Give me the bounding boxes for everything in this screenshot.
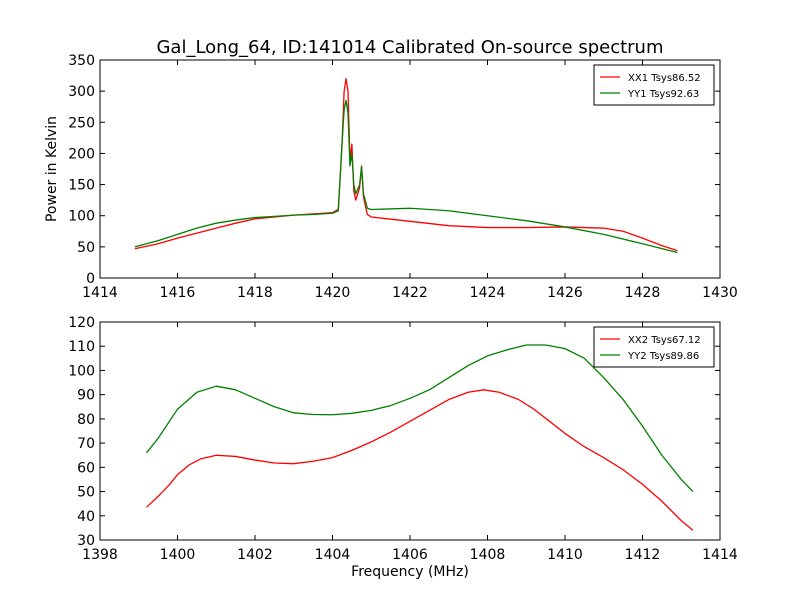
series-line-1: [146, 389, 694, 531]
y-tick-label: 120: [68, 315, 95, 331]
top-plot: 1414 1416 1418 1420 1422 1424 1426 1428 1430 0 50 1…: [68, 53, 738, 301]
bottom-plot: 1398 1400 1402 1404 1406 1408 1410 1412 1414 30 40…: [68, 315, 738, 563]
y-tick-label: 60: [77, 460, 95, 476]
y-tick-label: 110: [68, 339, 95, 355]
y-tick-label: 30: [77, 533, 95, 549]
y-tick-label: 50: [77, 240, 95, 256]
y-tick-label: 90: [77, 388, 95, 404]
y-tick-label: 300: [68, 84, 95, 100]
legend-box: [593, 326, 715, 368]
series-line-2: [134, 99, 678, 254]
chart-title: Gal_Long_64, ID:141014 Calibrated On-sou…: [156, 37, 663, 58]
x-tick-label: 1426: [547, 285, 583, 301]
x-tick-label: 1428: [625, 285, 661, 301]
x-tick-label: 1430: [702, 285, 738, 301]
y-tick-label: 350: [68, 53, 95, 69]
legend-box: [593, 64, 715, 106]
y-tick-label: 40: [77, 509, 95, 525]
x-tick-label: 1402: [237, 547, 273, 563]
y-tick-label: 0: [86, 271, 95, 287]
legend-label-1: XX1 Tsys86.52: [628, 73, 701, 84]
x-tick-label: 1400: [160, 547, 196, 563]
x-tick-label: 1424: [470, 285, 506, 301]
legend-label-2: YY2 Tsys89.86: [627, 351, 699, 362]
x-tick-label: 1410: [547, 547, 583, 563]
x-tick-label: 1398: [82, 547, 118, 563]
y-tick-label: 100: [68, 209, 95, 225]
x-tick-label: 1414: [82, 285, 118, 301]
series-line-2: [145, 344, 694, 493]
y-tick-label: 150: [68, 178, 95, 194]
legend-label-2: YY1 Tsys92.63: [627, 89, 699, 100]
legend-label-1: XX2 Tsys67.12: [628, 335, 701, 346]
x-tick-label: 1418: [237, 285, 273, 301]
x-tick-label: 1420: [315, 285, 351, 301]
x-axis-label: Frequency (MHz): [351, 564, 469, 580]
x-tick-label: 1412: [625, 547, 661, 563]
x-tick-label: 1406: [392, 547, 428, 563]
x-tick-label: 1404: [315, 547, 351, 563]
y-tick-label: 250: [68, 115, 95, 131]
y-tick-label: 50: [77, 485, 95, 501]
x-tick-label: 1422: [392, 285, 428, 301]
legend: XX1 Tsys86.52 YY1 Tsys92.63: [593, 64, 715, 106]
series-line-1: [134, 78, 678, 252]
x-tick-label: 1416: [160, 285, 196, 301]
y-axis-label: Power in Kelvin: [44, 116, 60, 222]
legend: XX2 Tsys67.12 YY2 Tsys89.86: [593, 326, 715, 368]
y-tick-label: 100: [68, 363, 95, 379]
y-tick-label: 200: [68, 146, 95, 162]
y-tick-label: 70: [77, 436, 95, 452]
x-tick-label: 1408: [470, 547, 506, 563]
x-tick-label: 1414: [702, 547, 738, 563]
y-tick-label: 80: [77, 412, 95, 428]
